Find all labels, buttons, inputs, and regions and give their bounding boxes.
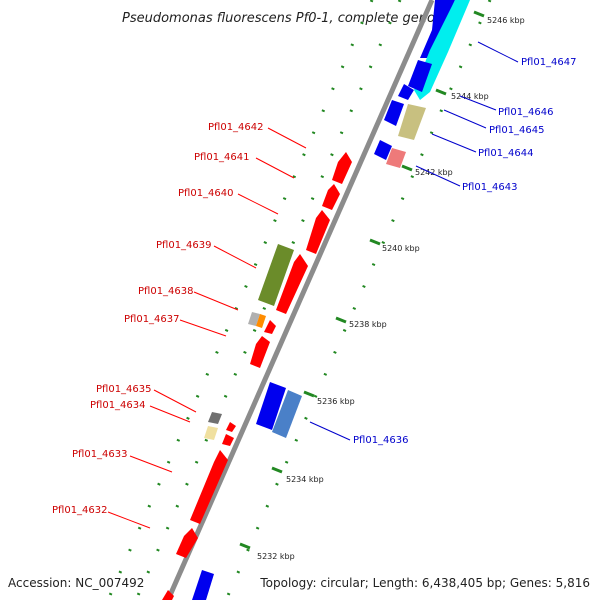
reverse-genes [162,152,352,600]
topology-text: Topology: circular; Length: 6,438,405 bp… [259,576,590,590]
gene-label: Pfl01_4641 [194,152,250,163]
tick-label: 5234 kbp [286,475,324,484]
gene-label: Pfl01_4634 [90,400,146,411]
gene-pfl01-4645[interactable] [398,104,426,140]
gene-label: Pfl01_4642 [208,122,264,133]
forward-genes [192,0,470,600]
left-dotted-track [106,0,374,600]
reverse-leader-lines [107,127,307,529]
gene-pfl01-4632[interactable] [176,528,198,558]
tick-marks [239,10,485,550]
gene-blue-mid[interactable] [408,60,432,92]
gene-label: Pfl01_4633 [72,449,128,460]
gene-pfl01-4644[interactable] [374,140,392,160]
gene-pfl01-4635[interactable] [208,412,222,424]
gene-pfl01-4638[interactable] [248,312,260,326]
gene-blue-bottom[interactable] [192,570,214,600]
gene-pfl01-4634[interactable] [204,426,218,440]
gene-pfl01-4642[interactable] [332,152,352,184]
gene-pfl01-4641[interactable] [322,184,340,210]
gene-red-mid[interactable] [250,336,270,368]
gene-pfl01-4640[interactable] [306,210,330,254]
map-title: Pseudomonas fluorescens Pf0-1, complete … [122,11,456,26]
gene-pfl01-4647[interactable] [420,0,455,58]
gene-label: Pfl01_4637 [124,314,180,325]
gene-pfl01-4646[interactable] [398,84,414,100]
gene-blue-small-a[interactable] [384,100,404,126]
genome-backbone [165,0,435,600]
gene-label: Pfl01_4645 [489,125,545,136]
gene-label: Pfl01_4635 [96,384,152,395]
gene-red-small-a[interactable] [226,422,236,432]
gene-label: Pfl01_4638 [138,286,194,297]
accession-text: Accession: NC_007492 [8,576,144,590]
gene-label: Pfl01_4636 [353,435,409,446]
gene-label: Pfl01_4646 [498,107,554,118]
gene-pfl01-4633[interactable] [190,450,228,524]
tick-label: 5242 kbp [415,168,453,177]
gene-label: Pfl01_4643 [462,182,518,193]
tick-label: 5240 kbp [382,244,420,253]
gene-pfl01-4637[interactable] [264,320,276,334]
gene-pfl01-4636-a[interactable] [256,382,286,430]
gene-red-long-a[interactable] [276,254,308,314]
gene-label: Pfl01_4639 [156,240,212,251]
tick-label: 5238 kbp [349,320,387,329]
gene-label: Pfl01_4647 [521,57,577,68]
tick-label: 5244 kbp [451,92,489,101]
tick-label: 5236 kbp [317,397,355,406]
gene-pfl01-4639[interactable] [258,244,294,306]
tick-label: 5232 kbp [257,552,295,561]
tick-label: 5246 kbp [487,16,525,25]
gene-label: Pfl01_4640 [178,188,234,199]
gene-pfl01-4636-b[interactable] [272,390,302,438]
forward-leader-lines [309,41,519,441]
gene-label: Pfl01_4644 [478,148,534,159]
gene-red-small-b[interactable] [222,434,234,446]
gene-pfl01-4643[interactable] [386,148,406,168]
gene-orange[interactable] [256,314,266,328]
gene-red-bottom[interactable] [162,590,174,600]
gene-label: Pfl01_4632 [52,505,108,516]
